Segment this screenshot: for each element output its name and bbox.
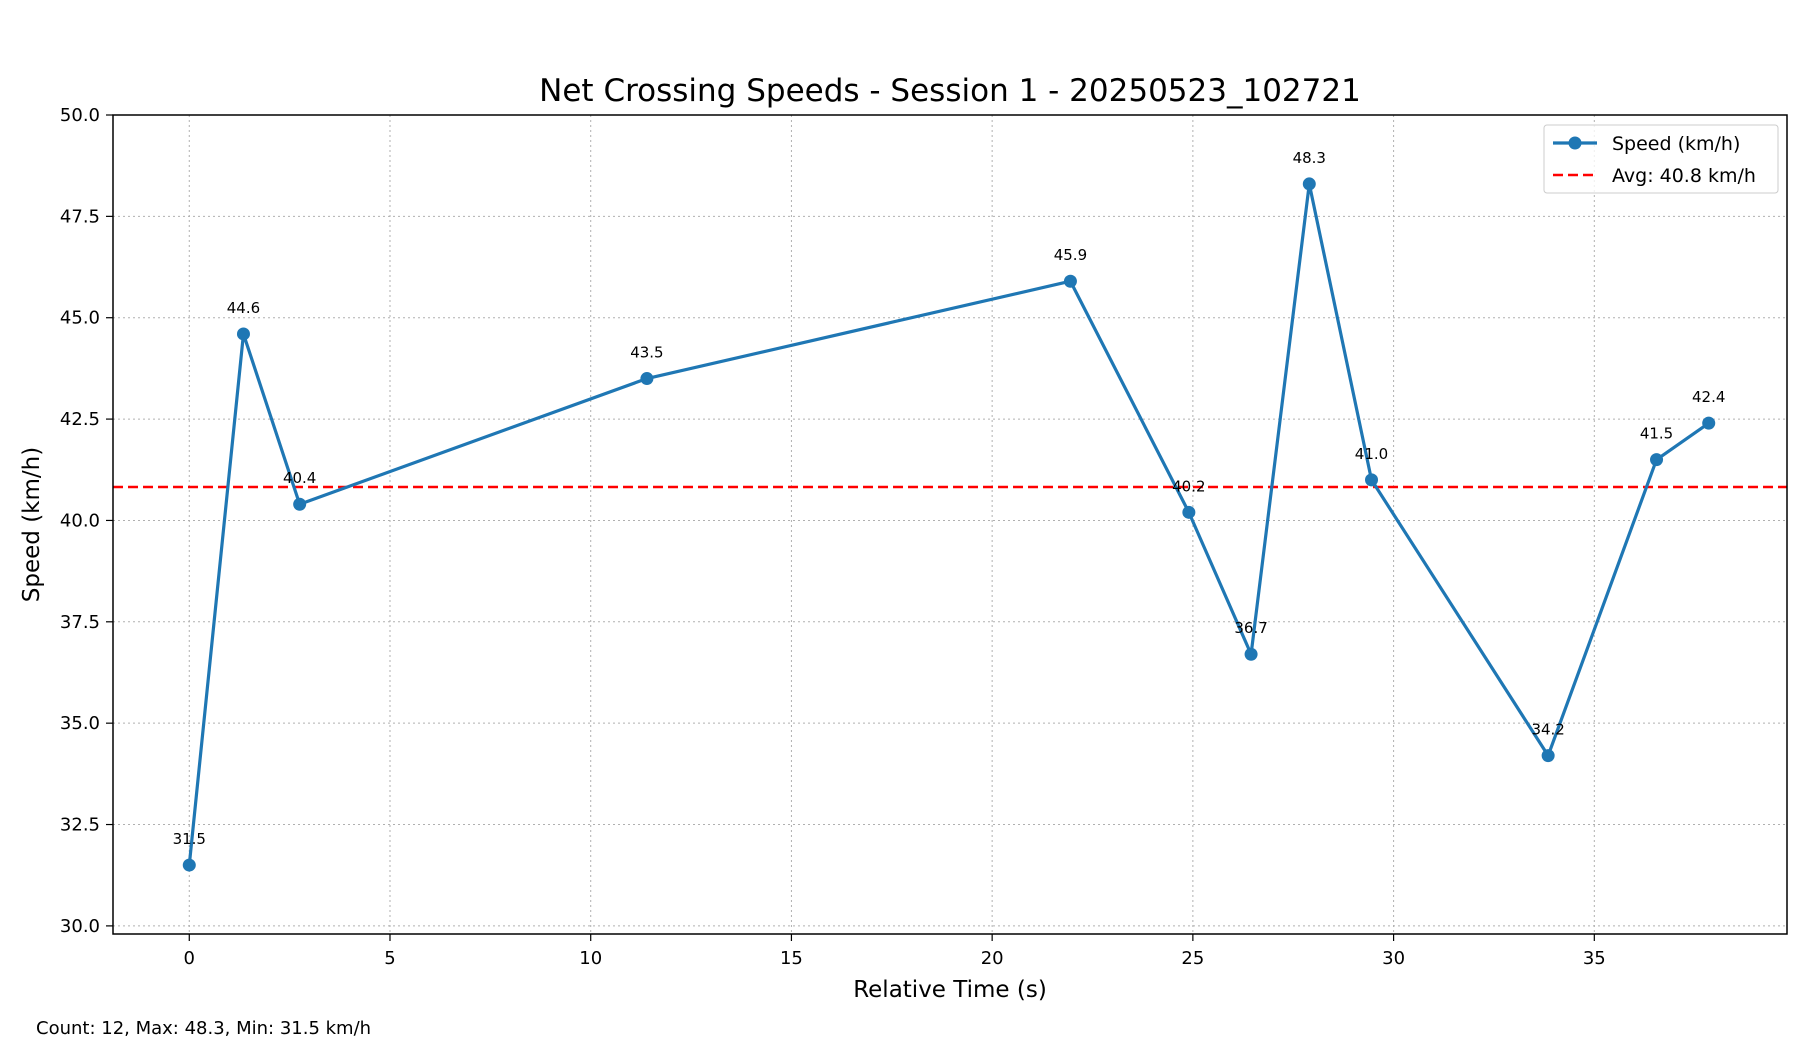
legend-speed-marker: [1568, 136, 1582, 150]
chart-title: Net Crossing Speeds - Session 1 - 202505…: [539, 73, 1361, 109]
speed-data-label: 44.6: [227, 299, 260, 317]
speed-data-point: [1650, 453, 1664, 467]
legend-box: [1543, 124, 1779, 194]
speed-data-point: [1302, 177, 1316, 191]
speed-data-point: [1244, 647, 1258, 661]
y-tick-label: 32.5: [60, 815, 100, 836]
axis-ticks: 0 5 10 15 20 25 30 35 30.0 32.5 35.0 37.5 40.0 42.5 45…: [60, 105, 1606, 969]
speed-data-point: [182, 858, 196, 872]
speed-data-label: 36.7: [1234, 619, 1267, 637]
speed-data-label: 43.5: [630, 344, 663, 362]
plot-area-frame: [112, 114, 1788, 935]
y-tick-label: 37.5: [60, 612, 100, 633]
speed-data-point: [1063, 274, 1077, 288]
speed-data-label: 48.3: [1293, 149, 1326, 167]
y-tick-label: 47.5: [60, 206, 100, 227]
speed-data-label: 41.0: [1355, 445, 1388, 463]
speed-data-label: 40.4: [283, 469, 316, 487]
speed-data-point: [1365, 473, 1379, 487]
speed-data-point: [293, 497, 307, 511]
x-tick-label: 35: [1583, 948, 1606, 969]
x-tick-label: 5: [384, 948, 395, 969]
speed-data-label: 42.4: [1692, 388, 1725, 406]
legend-speed-label: Speed (km/h): [1612, 133, 1740, 155]
x-tick-label: 20: [981, 948, 1004, 969]
speed-data-label: 34.2: [1531, 721, 1564, 739]
speed-data-label: 41.5: [1640, 425, 1673, 443]
y-tick-label: 40.0: [60, 510, 100, 531]
speed-data-point: [1182, 505, 1196, 519]
x-tick-label: 0: [184, 948, 195, 969]
y-tick-label: 30.0: [60, 916, 100, 937]
y-tick-label: 42.5: [60, 409, 100, 430]
x-tick-label: 15: [780, 948, 803, 969]
x-tick-label: 25: [1181, 948, 1204, 969]
x-axis-label: Relative Time (s): [853, 977, 1047, 1003]
grid: [113, 114, 1787, 934]
speed-data-point: [1702, 416, 1716, 430]
data-labels-layer: 31.5 44.6 40.4 43.5 45.9 40.2 36.7 48.3 41.0 34.2…: [173, 149, 1726, 848]
summary-footer: Count: 12, Max: 48.3, Min: 31.5 km/h: [36, 1018, 371, 1039]
speed-data-label: 40.2: [1172, 477, 1205, 495]
legend-average-label: Avg: 40.8 km/h: [1612, 165, 1756, 187]
speed-series-line: [187, 182, 1710, 866]
x-tick-label: 10: [579, 948, 602, 969]
series-layer: [182, 177, 1716, 872]
y-tick-label: 50.0: [60, 105, 100, 126]
speed-data-label: 31.5: [173, 830, 206, 848]
legend: Speed (km/h) Avg: 40.8 km/h: [1543, 124, 1779, 194]
speed-data-point: [236, 327, 250, 341]
speed-data-point: [1541, 749, 1555, 763]
speed-data-label: 45.9: [1054, 246, 1087, 264]
y-tick-label: 45.0: [60, 308, 100, 329]
speed-data-point: [640, 372, 654, 386]
y-axis-label: Speed (km/h): [19, 447, 45, 602]
x-tick-label: 30: [1382, 948, 1405, 969]
y-tick-label: 35.0: [60, 713, 100, 734]
